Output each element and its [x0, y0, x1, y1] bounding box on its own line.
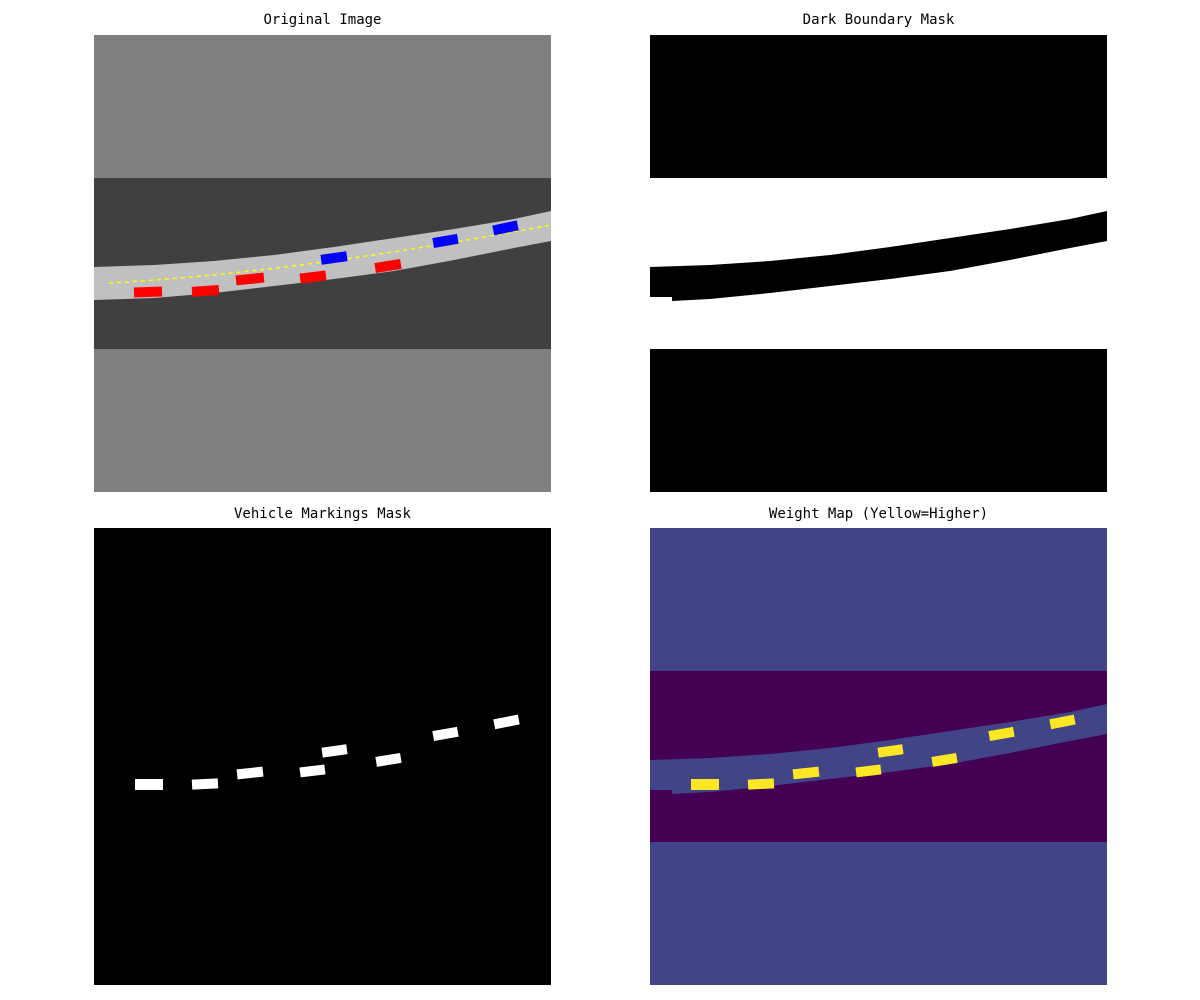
vehicle-mark: [135, 779, 163, 790]
vehicle-red: [191, 285, 220, 297]
weight-vehicle-high: [931, 753, 958, 767]
vehicle-mark: [299, 764, 326, 778]
weight-vehicle-high: [747, 778, 775, 790]
weight-vehicle-high: [988, 726, 1015, 742]
vehicle-blue: [492, 220, 519, 236]
weight-vehicle-high: [1049, 714, 1076, 730]
original-image-panel: [94, 35, 551, 492]
weight-vehicle-high: [855, 764, 882, 778]
vehicle-red: [133, 286, 163, 298]
vehicle-markings-mask-panel: [94, 528, 551, 985]
weight-vehicle-high: [691, 779, 719, 790]
vehicle-red: [299, 270, 327, 284]
vehicle-blue: [320, 251, 348, 265]
vehicle-mark: [432, 726, 459, 742]
vehicle-mark: [236, 766, 264, 780]
center-line: [108, 224, 551, 284]
vehicle-red: [235, 272, 265, 286]
weight-map-panel: [650, 528, 1107, 985]
vehicle-mark: [191, 778, 219, 790]
weight-vehicle-high: [792, 766, 820, 780]
mask-road-excluded: [650, 211, 1107, 301]
vehicle-mark: [375, 753, 402, 767]
vehicle-mark: [321, 744, 348, 758]
dark-boundary-mask-panel: [650, 35, 1107, 492]
vehicle-blue: [432, 233, 459, 249]
vehicle-mark: [493, 714, 520, 730]
panel-title-original: Original Image: [263, 12, 382, 28]
mask-background: [94, 528, 551, 985]
panel-title-weight-map: Weight Map (Yellow=Higher): [768, 506, 989, 522]
vehicle-red: [374, 259, 402, 273]
panel-title-vehicle-markings: Vehicle Markings Mask: [233, 506, 411, 522]
weight-vehicle-high: [877, 744, 904, 758]
panel-title-dark-boundary: Dark Boundary Mask: [802, 12, 955, 28]
